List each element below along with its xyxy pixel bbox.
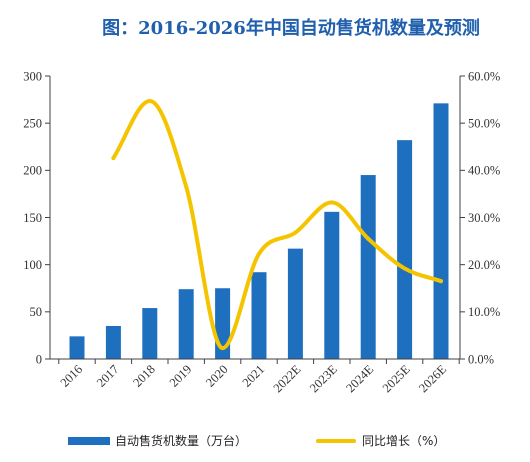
bar-series	[69, 103, 449, 360]
x-tick-label-2023e: 2023E	[307, 362, 340, 395]
growth-point-2019	[184, 184, 189, 189]
legend-bar-swatch	[68, 437, 110, 445]
left-axis-tick-label: 150	[23, 211, 42, 225]
growth-line	[111, 98, 443, 351]
bar-2024e	[360, 175, 376, 359]
legend-line-label: 同比增长（%）	[362, 434, 446, 448]
right-axis-tick-label: 40.0%	[468, 164, 500, 178]
right-axis-labels: 0.0% 10.0% 20.0% 30.0% 40.0% 50.0% 60.0%	[468, 69, 500, 366]
growth-point-2018	[147, 98, 152, 103]
left-axis-tick-label: 300	[23, 69, 42, 83]
bar-2022e	[287, 248, 303, 359]
x-axis-labels: 2016 2017 2018 2019 2020 2021 2022E 2023E 2024E 2…	[58, 362, 450, 395]
growth-line-series	[111, 98, 443, 351]
x-tick-label-2026e: 2026E	[416, 362, 449, 395]
growth-point-2024e	[366, 236, 371, 241]
left-axis-tick-label: 0	[36, 352, 42, 366]
x-tick-label-2019: 2019	[167, 362, 195, 390]
x-tick-label-2025e: 2025E	[380, 362, 413, 395]
growth-point-2025e	[402, 266, 407, 271]
bar-2026e	[433, 103, 449, 360]
bar-2019	[178, 289, 194, 359]
axes	[45, 75, 465, 364]
x-tick-label-2024e: 2024E	[343, 362, 376, 395]
growth-point-2020	[220, 346, 225, 351]
right-axis-tick-label: 20.0%	[468, 258, 500, 272]
x-tick-label-2021: 2021	[240, 362, 268, 390]
x-tick-label-2020: 2020	[203, 362, 231, 390]
x-tick-label-2022e: 2022E	[271, 362, 304, 395]
growth-point-2021	[257, 251, 261, 256]
right-axis-tick-label: 60.0%	[468, 69, 500, 83]
right-axis-tick-label: 10.0%	[468, 305, 500, 319]
x-tick-label-2016: 2016	[58, 362, 86, 390]
bar-2017	[105, 325, 121, 359]
x-tick-label-2018: 2018	[130, 362, 158, 390]
legend-line-swatch	[316, 439, 356, 443]
bar-2021	[251, 272, 267, 359]
left-axis-labels: 0 50 100 150 200 250 300	[23, 69, 42, 366]
growth-point-2023e	[329, 200, 334, 205]
growth-point-2026e	[439, 279, 443, 284]
x-tick-label-2017: 2017	[94, 362, 122, 390]
growth-point-2017	[111, 156, 116, 161]
left-axis-tick-label: 250	[23, 117, 42, 131]
left-axis-tick-label: 100	[23, 258, 42, 272]
bar-2018	[142, 308, 158, 359]
bar-2025e	[397, 140, 413, 359]
legend: 自动售货机数量（万台） 同比增长（%）	[0, 430, 530, 452]
right-axis-tick-label: 30.0%	[468, 211, 500, 225]
right-axis-tick-label: 0.0%	[468, 352, 494, 366]
growth-point-2022e	[293, 230, 298, 235]
right-axis-tick-label: 50.0%	[468, 117, 500, 131]
bar-2023e	[324, 211, 340, 359]
legend-bar-label: 自动售货机数量（万台）	[115, 434, 248, 448]
left-axis-tick-label: 200	[23, 164, 42, 178]
left-axis-tick-label: 50	[30, 305, 43, 319]
bar-2016	[69, 336, 85, 359]
chart-title: 图：2016-2026年中国自动售货机数量及预测	[102, 18, 480, 39]
